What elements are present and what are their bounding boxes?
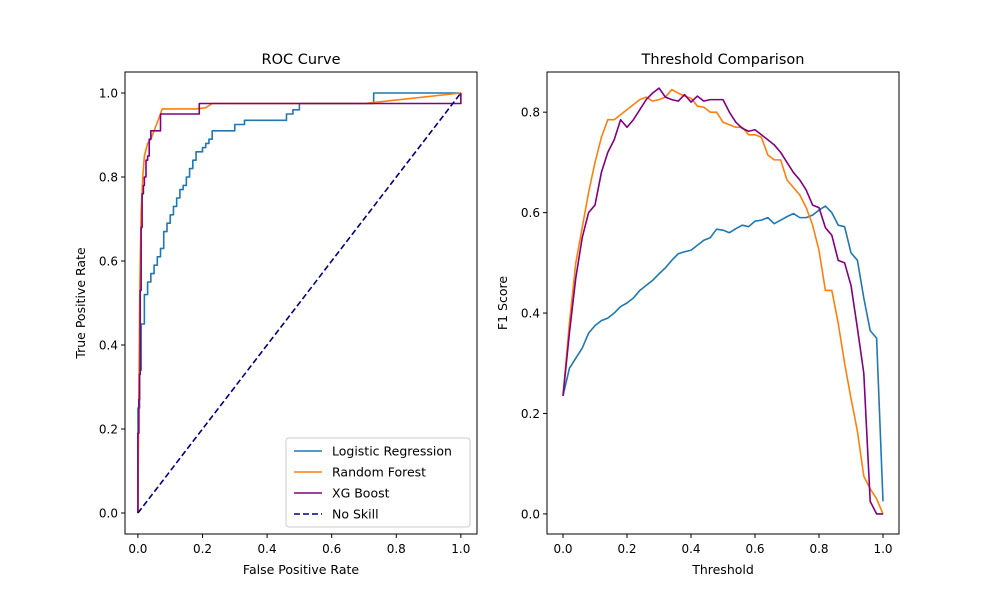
roc-curve-panel: ROC Curve 0.0 0.2 0.4 0.6 0.8 1.0 0.0 0.2 0.4 0.6… bbox=[73, 52, 478, 577]
threshold-x-tick-label: 0.0 bbox=[553, 542, 572, 556]
roc-series-logistic-regression-line bbox=[137, 92, 461, 513]
threshold-series-random-forest-line bbox=[562, 88, 884, 515]
threshold-x-tick-label: 0.4 bbox=[681, 542, 700, 556]
roc-y-tick-label: 0.8 bbox=[99, 171, 118, 185]
legend-label-random-forest: Random Forest bbox=[332, 465, 426, 480]
roc-y-tick-label: 0.4 bbox=[99, 339, 118, 353]
roc-axes-frame bbox=[124, 71, 478, 535]
legend-label-xg-boost: XG Boost bbox=[332, 486, 390, 501]
roc-y-tick-label: 0.2 bbox=[99, 423, 118, 437]
roc-series-layer bbox=[137, 92, 462, 514]
threshold-y-tick-label: 0.4 bbox=[521, 307, 540, 321]
roc-legend: Logistic Regression Random Forest XG Boost… bbox=[285, 437, 471, 528]
roc-x-axis-label: False Positive Rate bbox=[243, 562, 359, 577]
roc-x-tick-label: 0.4 bbox=[258, 542, 277, 556]
roc-series-no-skill-line bbox=[137, 92, 462, 514]
roc-x-tick-label: 0.2 bbox=[193, 542, 212, 556]
threshold-series-layer bbox=[562, 87, 884, 515]
roc-x-tick-label: 0.8 bbox=[387, 542, 406, 556]
threshold-y-tick-label: 0.2 bbox=[521, 407, 540, 421]
legend-label-no-skill: No Skill bbox=[332, 507, 379, 522]
threshold-x-tick-label: 1.0 bbox=[873, 542, 892, 556]
threshold-comparison-title: Threshold Comparison bbox=[641, 52, 805, 68]
threshold-x-tick-label: 0.8 bbox=[809, 542, 828, 556]
threshold-x-tick-label: 0.6 bbox=[745, 542, 764, 556]
threshold-y-tick-label: 0.0 bbox=[521, 507, 540, 521]
roc-x-tick-label: 0.6 bbox=[322, 542, 341, 556]
threshold-axes-frame bbox=[546, 71, 900, 535]
roc-ticks: 0.0 0.2 0.4 0.6 0.8 1.0 0.0 0.2 0.4 0.6 0.8 1.0 bbox=[99, 87, 470, 557]
roc-y-tick-label: 0.0 bbox=[99, 507, 118, 521]
threshold-comparison-panel: Threshold Comparison 0.0 0.2 0.4 0.6 0.8 1.00… bbox=[495, 52, 900, 577]
roc-series-xg-boost-line bbox=[137, 93, 462, 513]
threshold-series-xg-boost-line bbox=[562, 87, 883, 515]
threshold-x-tick-label: 0.2 bbox=[617, 542, 636, 556]
threshold-series-logistic-regression-line bbox=[562, 205, 884, 502]
legend-label-logistic-regression: Logistic Regression bbox=[332, 444, 452, 459]
threshold-ticks: 0.0 0.2 0.4 0.6 0.8 1.0 0.0 0.2 0.4 0.6 0.8 bbox=[521, 106, 893, 556]
legend-frame bbox=[285, 437, 471, 528]
threshold-y-tick-label: 0.6 bbox=[521, 206, 540, 220]
roc-x-tick-label: 0.0 bbox=[128, 542, 147, 556]
threshold-x-axis-label: Threshold bbox=[691, 562, 754, 577]
roc-y-axis-label: True Positive Rate bbox=[73, 247, 88, 360]
roc-y-tick-label: 0.6 bbox=[99, 255, 118, 269]
roc-y-tick-label: 1.0 bbox=[99, 87, 118, 101]
roc-curve-title: ROC Curve bbox=[262, 52, 341, 68]
threshold-y-tick-label: 0.8 bbox=[521, 106, 540, 120]
roc-x-tick-label: 1.0 bbox=[451, 542, 470, 556]
threshold-y-axis-label: F1 Score bbox=[495, 276, 510, 330]
